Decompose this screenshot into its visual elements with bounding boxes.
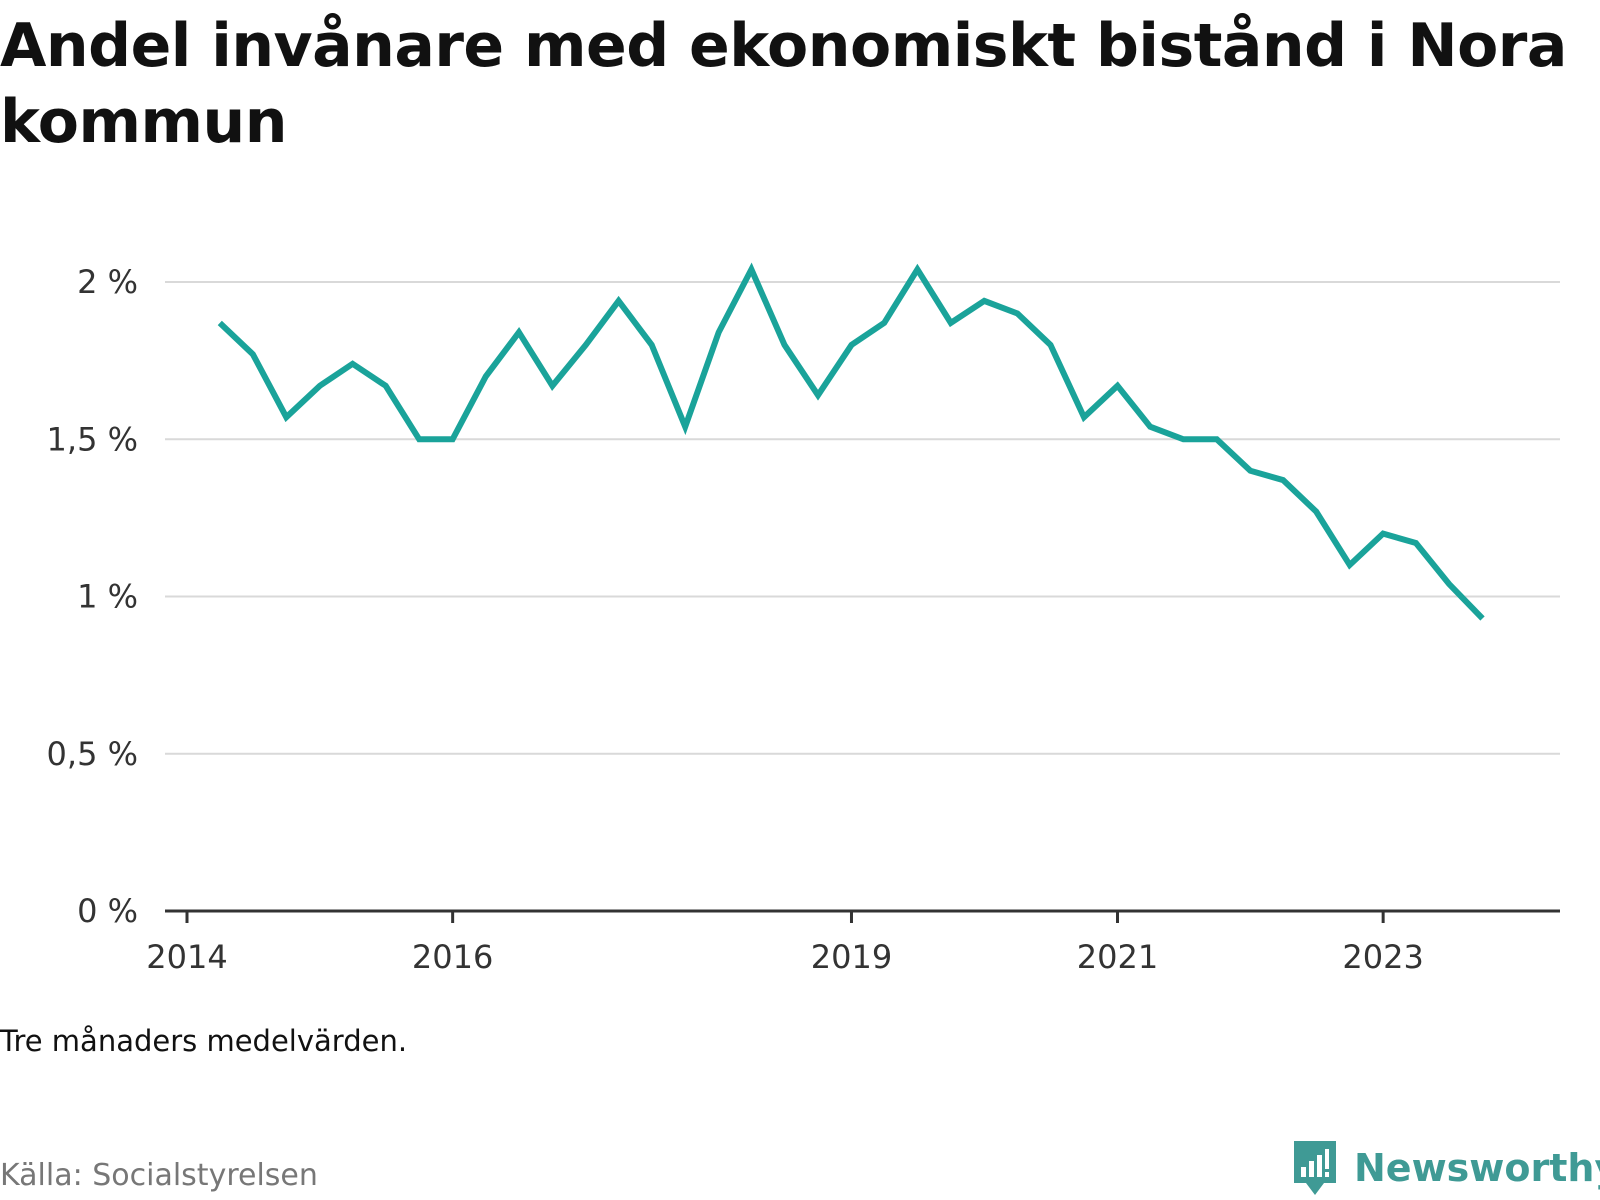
y-tick-label: 2 % <box>77 263 138 301</box>
series-line-0 <box>217 262 1485 621</box>
y-axis-labels: 0 % 0,5 % 1 % 1,5 % 2 % <box>47 263 138 930</box>
source-text: Källa: Socialstyrelsen <box>0 1158 318 1193</box>
grid-lines <box>165 281 1560 755</box>
y-tick-label: 0 % <box>77 892 138 930</box>
series-group <box>217 262 1485 621</box>
chart-title: Andel invånare med ekonomiskt bistånd i … <box>0 11 1567 157</box>
brand-logo: Newsworthy <box>1290 1136 1600 1200</box>
y-tick-label: 1 % <box>77 578 138 616</box>
x-tick-label: 2014 <box>146 938 227 976</box>
x-tick-label: 2019 <box>811 938 892 976</box>
newsworthy-logo-icon <box>1294 1141 1336 1195</box>
x-axis: 2014 2016 2019 2021 2023 <box>146 909 1560 976</box>
y-tick-label: 1,5 % <box>47 420 138 458</box>
line-chart: 0 % 0,5 % 1 % 1,5 % 2 % 2014 2016 2019 2021 2023 <box>47 262 1560 976</box>
y-tick-label: 0,5 % <box>47 735 138 773</box>
x-tick-label: 2021 <box>1077 938 1158 976</box>
x-tick-label: 2023 <box>1342 938 1423 976</box>
chart-note: Tre månaders medelvärden. <box>0 1024 408 1058</box>
x-tick-label: 2016 <box>412 938 493 976</box>
brand-name: Newsworthy <box>1354 1146 1600 1190</box>
